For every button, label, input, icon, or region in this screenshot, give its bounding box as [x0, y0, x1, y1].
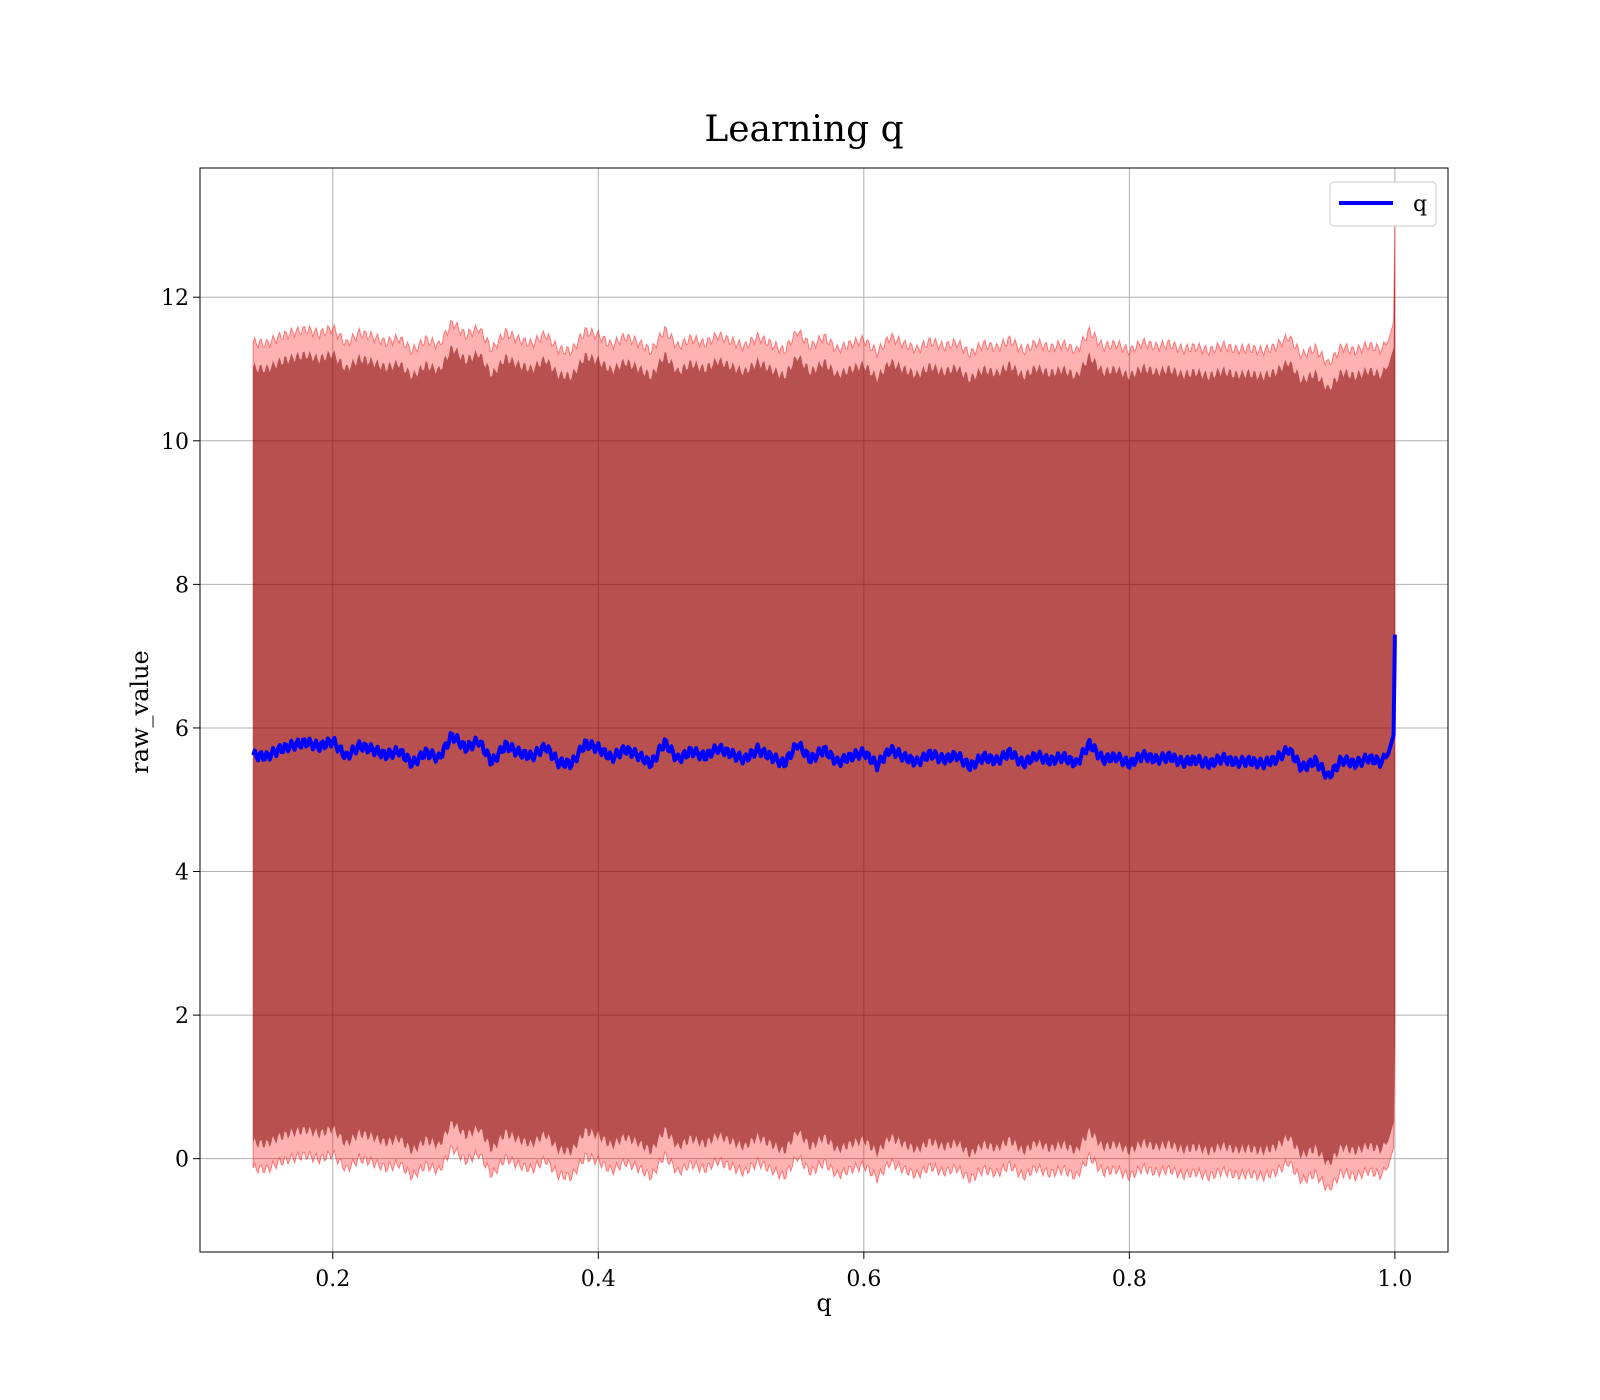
y-tick-label: 10 [161, 430, 189, 455]
x-tick-label: 0.4 [581, 1267, 616, 1292]
y-tick-label: 6 [175, 717, 189, 742]
y-axis-label: raw_value [126, 650, 154, 774]
axis-ticks: 0.2 0.4 0.6 0.8 1.0 0 2 4 6 8 10 12 [161, 286, 1412, 1292]
inner-band [253, 247, 1395, 1166]
plot-frame [199, 167, 1449, 1253]
legend: q [1329, 181, 1437, 227]
x-axis-label: q [816, 1289, 831, 1317]
x-tick-label: 1.0 [1377, 1267, 1412, 1292]
legend-label-q: q [1413, 192, 1427, 217]
series-line-q [251, 634, 1397, 780]
y-tick-label: 0 [175, 1148, 189, 1173]
chart-title: Learning q [704, 109, 903, 150]
x-tick-label: 0.8 [1112, 1267, 1147, 1292]
x-tick-label: 0.6 [846, 1267, 881, 1292]
x-tick-label: 0.2 [315, 1267, 350, 1292]
y-tick-label: 8 [175, 573, 189, 598]
y-tick-label: 4 [175, 861, 189, 886]
series-lines [251, 634, 1397, 780]
confidence-bands [252, 221, 1396, 1193]
y-tick-label: 2 [175, 1004, 189, 1029]
y-tick-label: 12 [161, 286, 189, 311]
